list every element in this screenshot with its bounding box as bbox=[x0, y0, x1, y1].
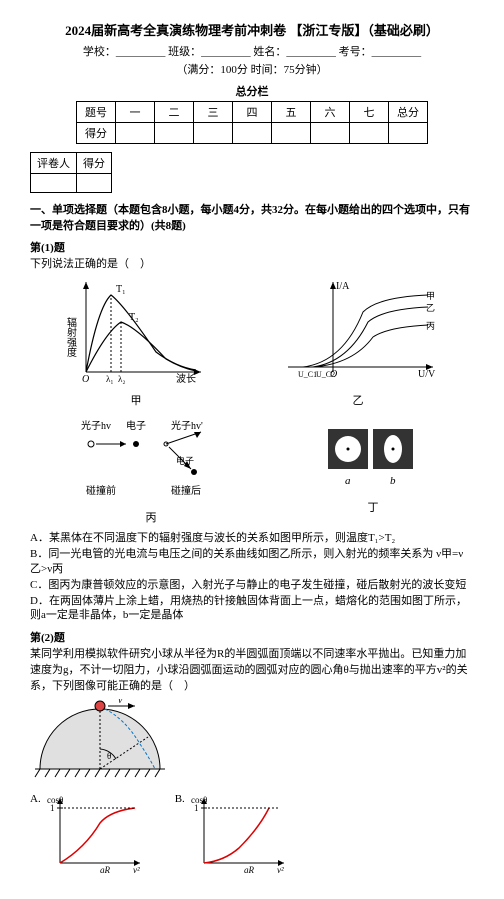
option-label-b: B. bbox=[175, 793, 185, 805]
score-table: 题号 一 二 三 四 五 六 七 总分 得分 bbox=[76, 101, 428, 144]
cell: 四 bbox=[233, 102, 272, 123]
q2-heading: 第(2)题 bbox=[30, 629, 474, 645]
svg-text:碰撞前: 碰撞前 bbox=[86, 484, 116, 497]
svg-text:光子hv': 光子hv' bbox=[171, 419, 203, 432]
option-d: D．在两固体薄片上涂上蜡，用烧热的针接触固体背面上一点，蜡熔化的范围如图丁所示，… bbox=[30, 594, 474, 623]
cell: 得分 bbox=[77, 153, 112, 174]
svg-text:甲: 甲 bbox=[426, 291, 435, 301]
sub-label-jia: 甲 bbox=[66, 392, 206, 408]
cell: 六 bbox=[311, 102, 350, 123]
sub-label-bing: 丙 bbox=[76, 509, 226, 525]
sub-label-yi: 乙 bbox=[278, 392, 438, 408]
svg-text:cosθ: cosθ bbox=[191, 795, 207, 805]
svg-text:gR: gR bbox=[244, 865, 255, 873]
figure-bing: 光子hv 电子 光子hv' 电子 碰撞前 碰撞后 丙 bbox=[76, 414, 226, 525]
y-label: 辐射强度 bbox=[66, 316, 77, 358]
svg-text:λ₂: λ₂ bbox=[118, 374, 126, 384]
cell: 七 bbox=[350, 102, 389, 123]
t1-label: T₁ bbox=[116, 284, 126, 295]
svg-text:v²: v² bbox=[277, 865, 284, 873]
section-heading: 一、单项选择题（本题包含8小题，每小题4分，共32分。在每小题给出的四个选项中，… bbox=[30, 201, 474, 233]
svg-text:丙: 丙 bbox=[426, 321, 435, 331]
svg-text:电子: 电子 bbox=[176, 455, 194, 466]
meta-line: 学校：_________ 班级：_________ 姓名：_________ 考… bbox=[30, 43, 474, 59]
t2-label: T₂ bbox=[129, 312, 139, 323]
figure-q2-main: v θ bbox=[30, 699, 170, 787]
option-label-a: A. bbox=[30, 793, 41, 805]
q1-options: A．某黑体在不同温度下的辐射强度与波长的关系如图甲所示，则温度T₁>T₂ B．同… bbox=[30, 531, 474, 623]
svg-text:电子: 电子 bbox=[126, 419, 146, 432]
svg-text:O: O bbox=[82, 374, 89, 385]
svg-text:波长: 波长 bbox=[176, 372, 196, 385]
svg-text:v²: v² bbox=[133, 865, 140, 873]
cell: 得分 bbox=[77, 123, 116, 144]
table-row: 得分 bbox=[77, 123, 428, 144]
page-title: 2024届新高考全真演练物理考前冲刺卷 【浙江专版】（基础必刷） bbox=[30, 20, 474, 39]
svg-text:v: v bbox=[118, 699, 123, 706]
figure-yi: I/A U/V U_C1 U_C2 O 甲 乙 丙 乙 bbox=[278, 277, 438, 408]
svg-text:a: a bbox=[345, 475, 351, 487]
svg-text:U_C1: U_C1 bbox=[298, 370, 317, 379]
cell: 五 bbox=[272, 102, 311, 123]
figure-jia: T₁ T₂ 辐射强度 λ₁ λ₂ O 波长 甲 bbox=[66, 277, 206, 408]
q1-heading: 第(1)题 bbox=[30, 239, 474, 255]
svg-text:光子hv: 光子hv bbox=[81, 419, 111, 432]
svg-text:碰撞后: 碰撞后 bbox=[171, 484, 201, 497]
cell: 评卷人 bbox=[31, 153, 77, 174]
table-row: 题号 一 二 三 四 五 六 七 总分 bbox=[77, 102, 428, 123]
svg-text:U/V: U/V bbox=[418, 369, 436, 380]
cell: 总分 bbox=[389, 102, 428, 123]
svg-text:乙: 乙 bbox=[426, 303, 435, 313]
svg-text:θ: θ bbox=[107, 751, 111, 761]
grader-table: 评卷人 得分 bbox=[30, 152, 112, 193]
option-c: C．图丙为康普顿效应的示意图，入射光子与静止的电子发生碰撞，碰后散射光的波长变短 bbox=[30, 578, 474, 592]
figure-ding: a b 丁 bbox=[318, 414, 428, 525]
q2-option-a: A. 1 cosθ gR v² bbox=[30, 793, 145, 873]
svg-text:I/A: I/A bbox=[336, 281, 350, 292]
svg-text:O: O bbox=[330, 369, 337, 380]
score-bar-label: 总分栏 bbox=[30, 83, 474, 99]
q2-option-b: B. 1 cosθ gR v² bbox=[175, 793, 289, 873]
cell: 三 bbox=[194, 102, 233, 123]
svg-text:λ₁: λ₁ bbox=[106, 374, 114, 384]
svg-text:cosθ: cosθ bbox=[47, 795, 63, 805]
svg-text:gR: gR bbox=[100, 865, 111, 873]
option-b: B．同一光电管的光电流与电压之间的关系曲线如图乙所示，则入射光的频率关系为 ν甲… bbox=[30, 547, 474, 576]
q1-stem: 下列说法正确的是（ ） bbox=[30, 255, 474, 271]
svg-text:b: b bbox=[390, 475, 396, 487]
q2-stem: 某同学利用模拟软件研究小球从半径为R的半圆弧面顶端以不同速率水平抛出。已知重力加… bbox=[30, 645, 474, 693]
timing-line: （满分：100分 时间：75分钟） bbox=[30, 61, 474, 77]
cell: 一 bbox=[116, 102, 155, 123]
option-a: A．某黑体在不同温度下的辐射强度与波长的关系如图甲所示，则温度T₁>T₂ bbox=[30, 531, 474, 545]
sub-label-ding: 丁 bbox=[318, 499, 428, 515]
cell: 题号 bbox=[77, 102, 116, 123]
cell: 二 bbox=[155, 102, 194, 123]
